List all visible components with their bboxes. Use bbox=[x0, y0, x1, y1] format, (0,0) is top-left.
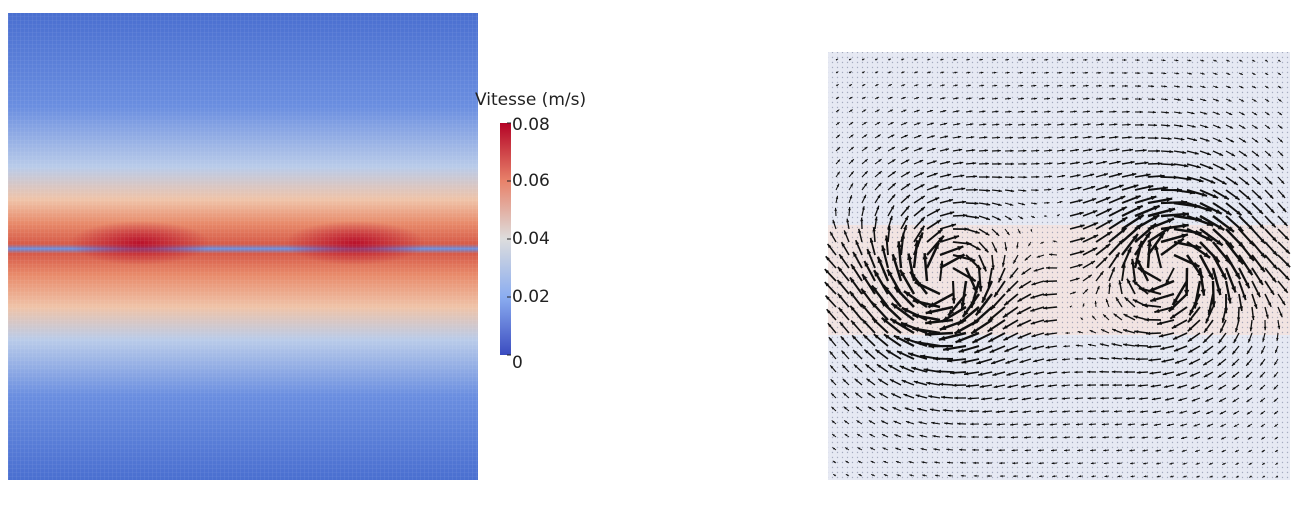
colorbar: Vitesse (m/s) 0.08 0.06 0.04 0.02 0 bbox=[475, 90, 586, 373]
colorbar-tick-label: 0.02 bbox=[512, 287, 550, 307]
colorbar-tick-label: 0 bbox=[512, 353, 523, 373]
colorbar-tick-label: 0.04 bbox=[512, 229, 550, 249]
velocity-field bbox=[8, 13, 478, 480]
colorbar-tick-label: 0.08 bbox=[512, 115, 550, 135]
colorbar-title: Vitesse (m/s) bbox=[475, 90, 586, 110]
colorbar-tick-label: 0.06 bbox=[512, 171, 550, 191]
vector-field bbox=[825, 52, 1290, 480]
